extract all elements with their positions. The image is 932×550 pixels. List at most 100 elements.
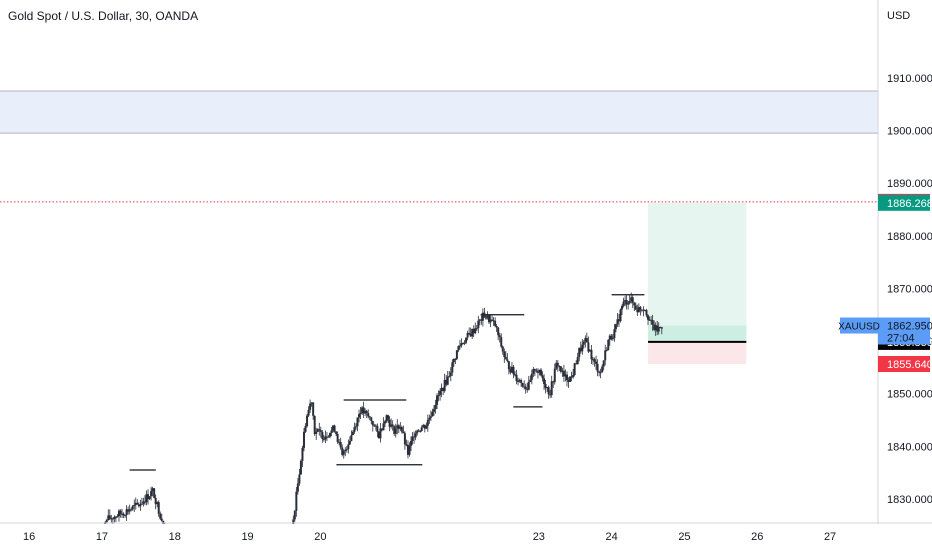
- candle-284: [581, 339, 584, 355]
- candle-185: [429, 410, 432, 422]
- candle-7: [107, 509, 110, 521]
- candle-312: [624, 295, 627, 307]
- candle-body: [110, 518, 113, 520]
- candle-body: [128, 509, 131, 512]
- candle-327: [647, 314, 650, 326]
- candle-197: [448, 371, 451, 378]
- candle-296: [599, 368, 602, 379]
- candle-body: [480, 319, 483, 321]
- candle-body: [156, 502, 159, 505]
- candle-11: [113, 515, 116, 523]
- candle-101: [301, 445, 304, 468]
- candle-105: [307, 406, 310, 418]
- candle-171: [408, 442, 411, 457]
- candle-106: [309, 399, 312, 413]
- candle-body: [510, 366, 513, 373]
- candle-252: [532, 366, 535, 378]
- candle-body: [370, 417, 373, 421]
- candle-body: [318, 429, 321, 431]
- candle-180: [422, 423, 425, 428]
- candle-140: [361, 406, 364, 416]
- candle-195: [445, 374, 448, 387]
- candle-156: [385, 414, 388, 423]
- candle-body: [341, 447, 344, 455]
- candle-133: [350, 430, 353, 442]
- candle-304: [611, 333, 614, 341]
- candle-body: [559, 366, 562, 372]
- candle-190: [437, 390, 440, 402]
- candle-body: [517, 381, 520, 383]
- candle-body: [523, 386, 526, 388]
- candle-body: [495, 325, 498, 328]
- candle-body: [350, 435, 353, 441]
- candle-body: [413, 436, 416, 438]
- candle-body: [394, 428, 397, 434]
- candle-238: [510, 362, 513, 374]
- candle-266: [553, 363, 556, 385]
- candle-122: [333, 424, 336, 433]
- candle-199: [451, 359, 454, 376]
- badge-symbol-label: XAUUSD: [838, 322, 880, 333]
- candle-body: [489, 319, 492, 323]
- candle-173: [411, 432, 414, 445]
- candle-body: [521, 382, 524, 387]
- candle-301: [607, 339, 610, 351]
- candle-104: [306, 413, 309, 428]
- candle-308: [617, 313, 620, 327]
- candle-body: [403, 433, 406, 445]
- candle-187: [432, 405, 435, 416]
- candle-body: [377, 431, 380, 439]
- candle-22: [130, 507, 133, 512]
- candle-143: [365, 409, 368, 419]
- candle-309: [619, 308, 622, 323]
- candle-body: [601, 366, 604, 373]
- candle-body: [330, 430, 333, 433]
- candle-body: [137, 504, 140, 507]
- y-tick-label-4: 1870.000: [887, 283, 932, 295]
- candle-33: [147, 489, 150, 505]
- candle-body: [616, 319, 619, 325]
- candle-body: [599, 372, 602, 374]
- candle-body: [446, 376, 449, 385]
- candle-330: [651, 314, 654, 331]
- candle-262: [547, 385, 550, 399]
- candle-body: [514, 374, 517, 376]
- candle-body: [368, 416, 371, 418]
- candle-148: [373, 423, 376, 427]
- candle-body: [463, 342, 466, 344]
- candle-182: [425, 422, 428, 430]
- candle-body: [298, 474, 301, 484]
- candle-body: [310, 402, 313, 404]
- candle-151: [377, 431, 380, 439]
- candle-249: [527, 376, 530, 391]
- candle-215: [475, 324, 478, 331]
- candle-body: [636, 309, 639, 313]
- candle-body: [388, 419, 391, 427]
- candle-body: [457, 346, 460, 351]
- candle-222: [486, 311, 489, 320]
- candle-body: [150, 491, 153, 497]
- candle-body: [602, 360, 605, 367]
- candle-328: [648, 316, 651, 322]
- candle-body: [504, 356, 507, 360]
- badge-stop-bg: [878, 356, 930, 372]
- candle-297: [601, 364, 604, 373]
- candle-body: [449, 372, 452, 377]
- candle-body: [356, 417, 359, 427]
- candle-body: [358, 414, 361, 418]
- y-tick-label-6: 1890.000: [887, 178, 932, 190]
- candle-body: [416, 430, 419, 434]
- candle-331: [653, 320, 656, 332]
- candle-258: [541, 371, 544, 382]
- candle-24: [133, 499, 136, 512]
- candle-body: [134, 502, 137, 505]
- candle-183: [426, 414, 429, 432]
- candle-277: [570, 371, 573, 382]
- candle-body: [365, 410, 368, 414]
- candle-264: [550, 375, 553, 398]
- candle-204: [458, 339, 461, 350]
